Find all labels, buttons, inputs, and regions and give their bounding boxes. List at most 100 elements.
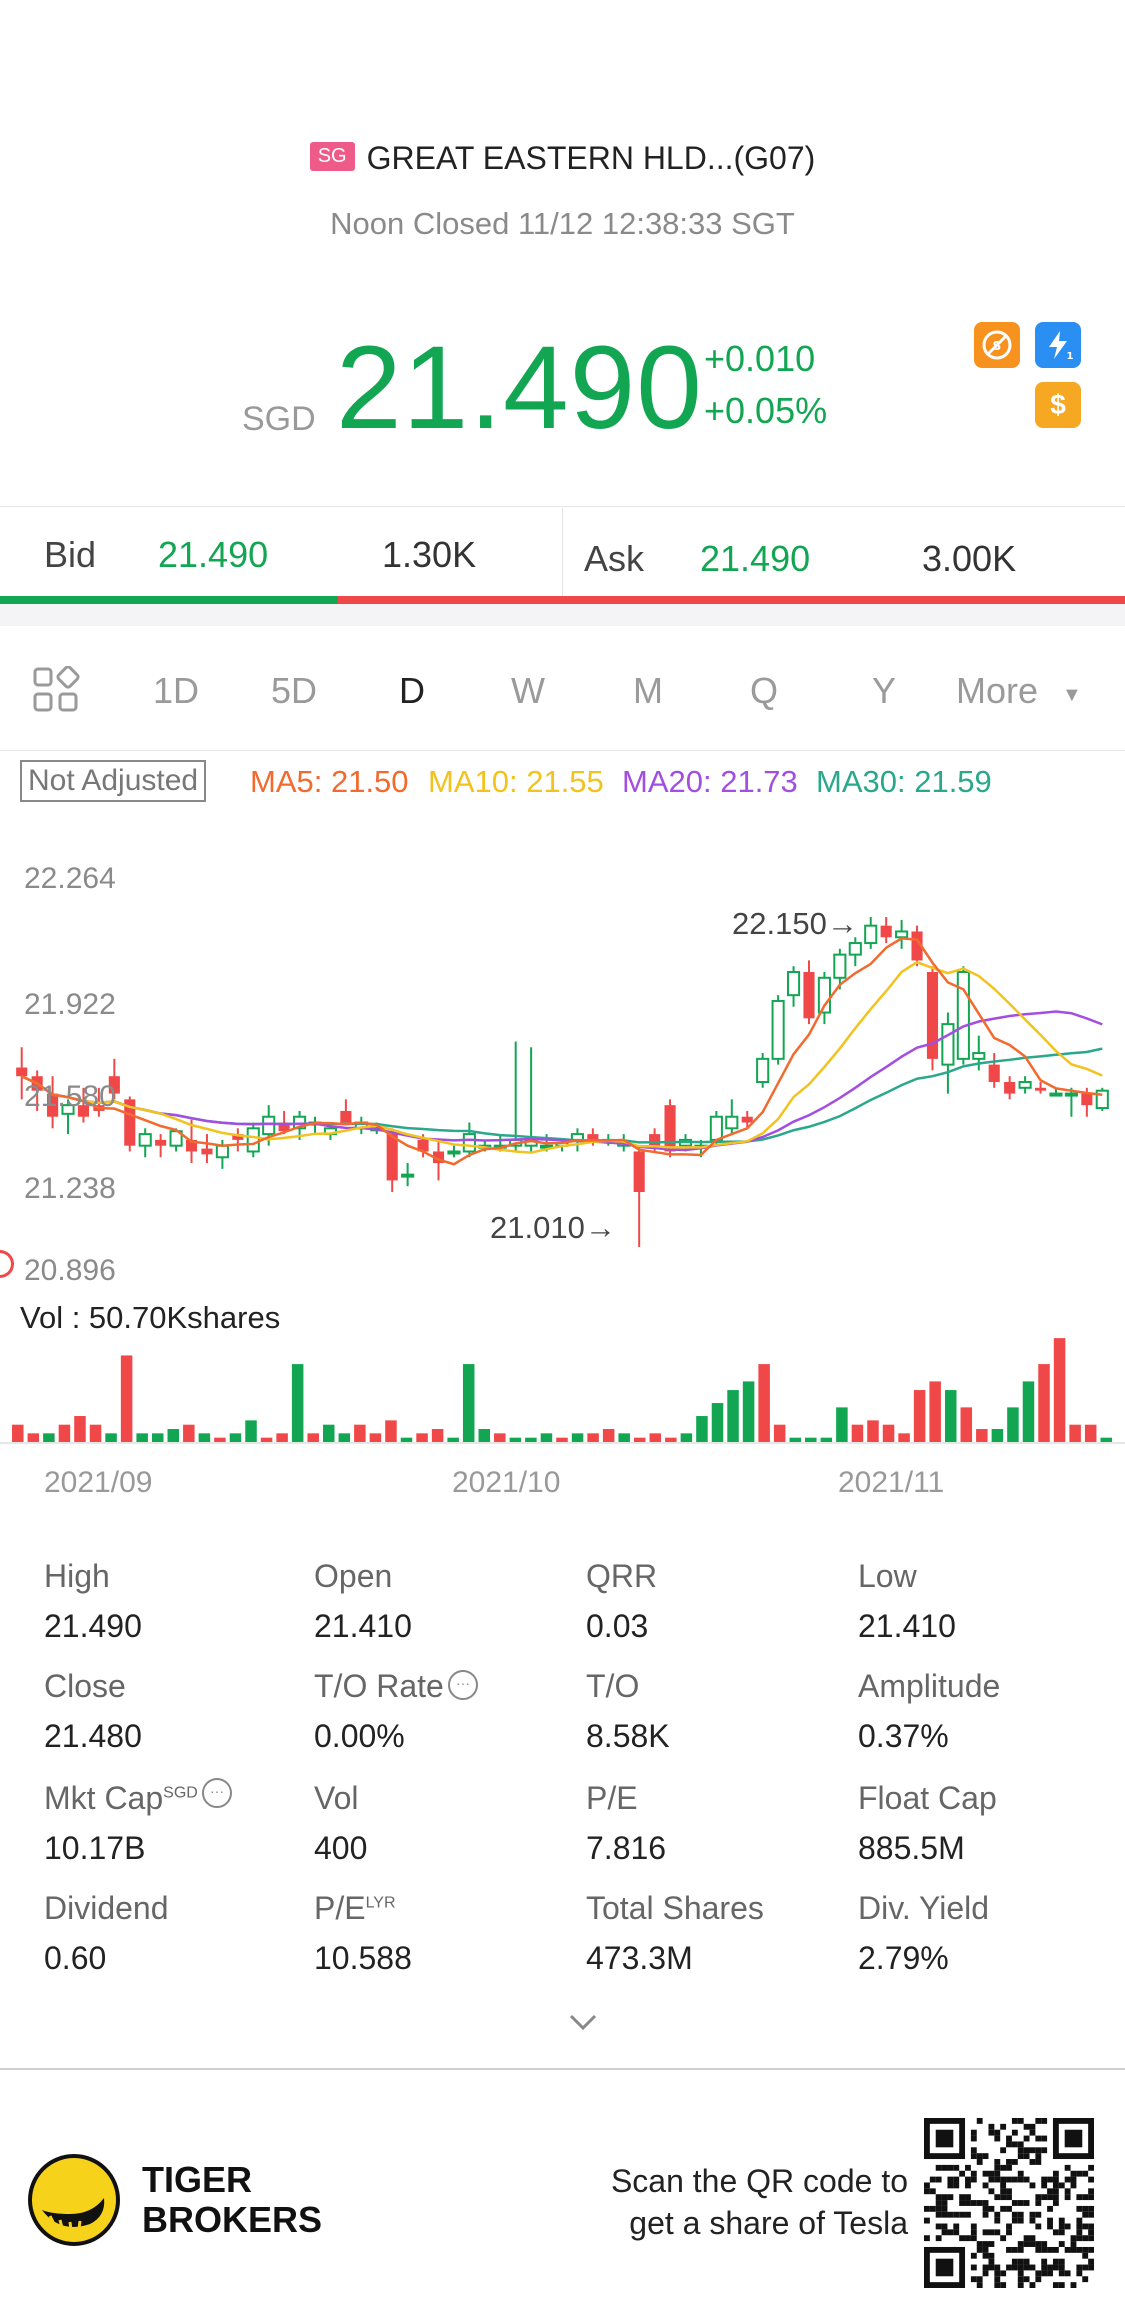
qr-module <box>1058 2282 1065 2288</box>
tab-q[interactable]: Q <box>749 670 778 711</box>
volume-bar <box>431 1429 444 1442</box>
qr-module <box>1070 2241 1077 2247</box>
volume-chart[interactable] <box>0 1336 1125 1448</box>
more-dropdown-icon[interactable]: ▼ <box>1062 684 1082 706</box>
tab-more[interactable]: More <box>956 670 1039 711</box>
volume-bar <box>136 1433 148 1442</box>
qr-module <box>1058 2217 1065 2224</box>
qr-module <box>982 2246 989 2253</box>
qr-module <box>982 2200 989 2206</box>
qr-module <box>1076 2235 1083 2242</box>
bid-label: Bid <box>44 534 97 575</box>
volume-bar <box>462 1364 475 1442</box>
stat-value: 885.5M <box>858 1830 965 1866</box>
no-short-icon[interactable]: S <box>974 322 1020 368</box>
volume-bar <box>323 1424 335 1442</box>
tab-5d[interactable]: 5D <box>270 670 318 711</box>
qr-module <box>953 2229 960 2236</box>
chart-layout-icon[interactable] <box>32 665 80 714</box>
volume-bar <box>120 1355 133 1442</box>
adjust-toggle[interactable]: Not Adjusted <box>20 760 207 802</box>
qr-module <box>1041 2135 1048 2142</box>
qr-module <box>1041 2118 1048 2124</box>
tab-m[interactable]: M <box>633 670 663 711</box>
low-marker: 21.010→ <box>490 1210 616 1245</box>
tab-w[interactable]: W <box>511 670 545 711</box>
volume-bar <box>229 1433 242 1442</box>
qr-module <box>982 2252 989 2259</box>
volume-bar <box>929 1381 941 1442</box>
info-icon[interactable]: ··· <box>448 1670 478 1700</box>
candle-body <box>447 1150 461 1155</box>
tiger-logo-icon <box>28 2154 120 2246</box>
qr-module <box>929 2188 936 2195</box>
qr-finder <box>935 2258 954 2277</box>
volume-bar <box>1084 1424 1097 1442</box>
qr-module <box>1000 2235 1007 2242</box>
qr-module <box>976 2276 983 2283</box>
volume-bar <box>509 1437 522 1442</box>
tab-y[interactable]: Y <box>871 670 896 711</box>
qr-module <box>994 2194 1001 2201</box>
x-tick: 2021/10 <box>452 1466 561 1499</box>
qr-module <box>1041 2194 1048 2201</box>
info-icon[interactable]: ··· <box>202 1778 232 1808</box>
qr-module <box>1088 2188 1094 2195</box>
qr-module <box>1047 2270 1053 2277</box>
volume-bar <box>400 1437 413 1442</box>
qr-module <box>1076 2194 1083 2201</box>
bid-price: 21.490 <box>158 534 269 575</box>
qr-module <box>1035 2241 1042 2247</box>
qr-module <box>1023 2147 1030 2154</box>
tab-d[interactable]: D <box>399 670 425 711</box>
y-tick: 20.896 <box>24 1254 116 1287</box>
candle-body <box>1064 1092 1078 1097</box>
qr-module <box>970 2129 977 2136</box>
qr-module <box>1064 2188 1071 2195</box>
qr-module <box>970 2276 977 2283</box>
stat-label: Total Shares <box>586 1890 764 1926</box>
qr-module <box>1017 2241 1024 2247</box>
divider <box>0 506 1125 507</box>
qr-module <box>976 2282 983 2288</box>
qr-module <box>988 2264 995 2271</box>
qr-module <box>1064 2194 1071 2201</box>
qr-module <box>1000 2123 1007 2130</box>
brand-name: TIGER BROKERS <box>142 2159 323 2240</box>
candle-body <box>941 1023 955 1066</box>
qr-module <box>1064 2270 1071 2277</box>
qr-module <box>1041 2270 1048 2277</box>
expand-chevron-icon[interactable] <box>568 2006 598 2040</box>
qr-module <box>1017 2246 1024 2253</box>
bidask-separator <box>562 508 563 596</box>
qr-module <box>1023 2276 1030 2283</box>
qr-module <box>1082 2246 1089 2253</box>
qr-module <box>1011 2129 1018 2136</box>
qr-module <box>1017 2170 1024 2177</box>
qr-module <box>1011 2211 1018 2218</box>
qr-module <box>1052 2264 1059 2271</box>
tab-1d[interactable]: 1D <box>152 670 200 711</box>
qr-module <box>1058 2258 1065 2265</box>
stat-label: Vol <box>314 1780 359 1816</box>
qr-module <box>976 2200 983 2206</box>
lightning-icon[interactable]: 1 <box>1035 322 1081 368</box>
candle-body <box>201 1148 213 1155</box>
qr-module <box>1082 2235 1089 2242</box>
qr-module <box>1006 2176 1012 2183</box>
candlestick-chart[interactable] <box>0 820 1125 1290</box>
qr-module <box>1082 2252 1089 2259</box>
stat-value: 0.60 <box>44 1940 107 1976</box>
qr-module <box>988 2123 995 2130</box>
qr-module <box>970 2176 977 2183</box>
volume-bar <box>633 1437 646 1442</box>
qr-module <box>1035 2276 1042 2283</box>
stat-value: 21.480 <box>44 1718 142 1754</box>
volume-bar <box>12 1424 24 1442</box>
candle-body <box>649 1134 661 1146</box>
dollar-icon[interactable]: $ <box>1035 382 1081 428</box>
bid-size: 1.30K <box>382 534 477 575</box>
candle-body <box>633 1151 645 1192</box>
qr-module <box>1023 2135 1030 2142</box>
qr-module <box>935 2205 942 2212</box>
